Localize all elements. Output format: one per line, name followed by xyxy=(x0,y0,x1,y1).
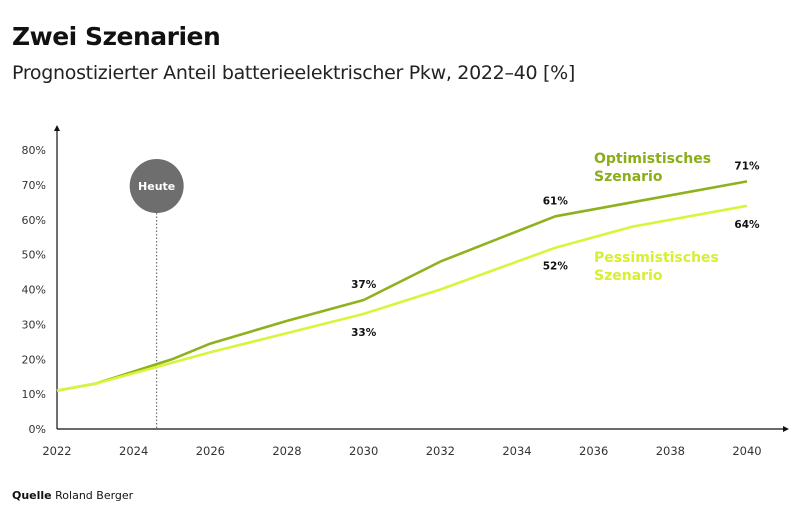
y-tick-label: 10% xyxy=(22,388,46,401)
chart-title: Zwei Szenarien xyxy=(12,22,221,51)
data-label: 61% xyxy=(543,195,569,207)
x-tick-label: 2026 xyxy=(196,444,225,458)
x-tick-label: 2034 xyxy=(502,444,531,458)
x-tick-label: 2032 xyxy=(426,444,455,458)
source-label: Quelle xyxy=(12,489,52,502)
y-tick-label: 20% xyxy=(22,353,46,366)
series-label: Optimistisches xyxy=(594,151,711,167)
x-tick-label: 2030 xyxy=(349,444,378,458)
y-tick-label: 80% xyxy=(22,144,46,157)
y-tick-label: 50% xyxy=(22,249,46,262)
y-tick-label: 30% xyxy=(22,318,46,331)
y-tick-label: 70% xyxy=(22,179,46,192)
series-line xyxy=(56,180,748,392)
today-marker-circle xyxy=(129,159,184,213)
data-label: 64% xyxy=(734,219,760,231)
x-tick-label: 2038 xyxy=(656,444,685,458)
data-label: 33% xyxy=(351,327,377,339)
today-marker-label: Heute xyxy=(138,180,175,193)
x-tick-label: 2022 xyxy=(42,444,71,458)
y-tick-label: 60% xyxy=(22,214,46,227)
series-label: Szenario xyxy=(594,268,663,284)
chart-subtitle: Prognostizierter Anteil batterieelektris… xyxy=(12,62,575,84)
data-label: 52% xyxy=(543,261,569,273)
series-label: Szenario xyxy=(594,169,663,185)
source-note: Quelle Roland Berger xyxy=(12,489,133,502)
source-text: Roland Berger xyxy=(55,489,134,502)
y-tick-label: 40% xyxy=(22,284,46,297)
data-label: 37% xyxy=(351,279,377,291)
x-tick-label: 2036 xyxy=(579,444,608,458)
x-axis-arrow xyxy=(783,426,789,432)
data-label: 71% xyxy=(734,160,760,172)
y-axis-arrow xyxy=(54,125,60,131)
x-tick-label: 2024 xyxy=(119,444,148,458)
series-label: Pessimistisches xyxy=(594,250,719,266)
x-tick-label: 2028 xyxy=(272,444,301,458)
y-tick-label: 0% xyxy=(29,423,46,436)
series-line xyxy=(56,204,748,392)
x-tick-label: 2040 xyxy=(732,444,761,458)
